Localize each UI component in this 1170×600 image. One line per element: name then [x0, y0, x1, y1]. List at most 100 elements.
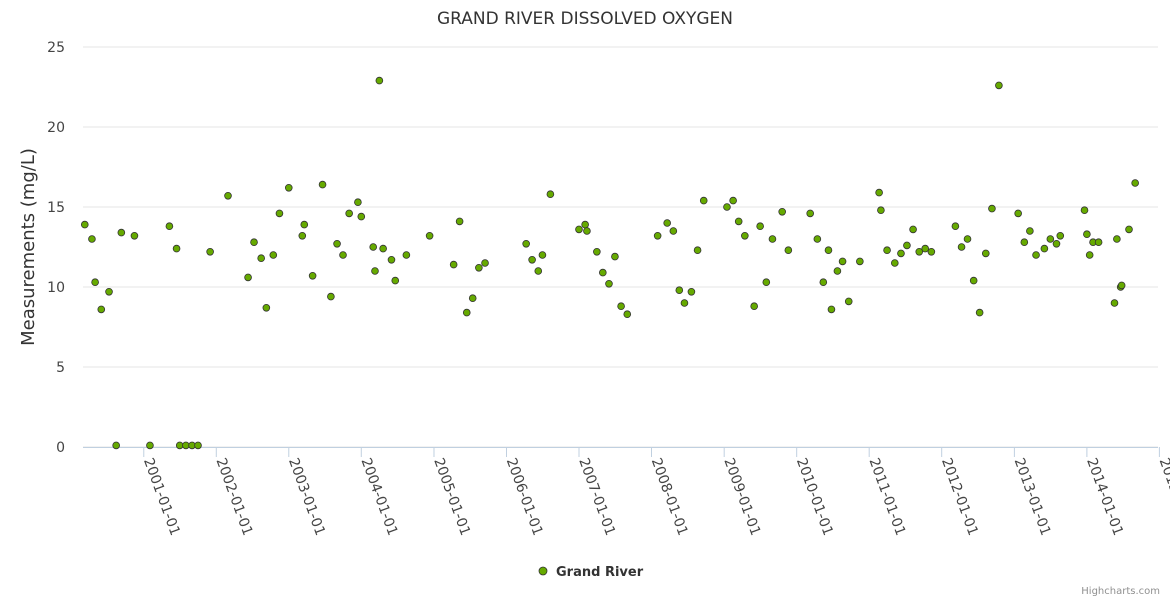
- data-point[interactable]: [1056, 232, 1065, 240]
- data-point[interactable]: [723, 203, 731, 211]
- data-point[interactable]: [699, 196, 708, 205]
- data-point[interactable]: [750, 302, 758, 311]
- data-point[interactable]: [91, 278, 99, 287]
- data-point[interactable]: [833, 267, 842, 275]
- data-point[interactable]: [165, 222, 174, 231]
- data-point[interactable]: [546, 190, 555, 199]
- data-point[interactable]: [1131, 179, 1139, 187]
- data-point[interactable]: [1080, 206, 1089, 215]
- data-point[interactable]: [1046, 235, 1055, 243]
- data-point[interactable]: [369, 243, 378, 251]
- data-point[interactable]: [462, 308, 471, 317]
- data-point[interactable]: [778, 208, 786, 216]
- data-point[interactable]: [449, 260, 458, 269]
- credits-link[interactable]: Highcharts.com: [1081, 586, 1160, 597]
- data-point[interactable]: [741, 232, 749, 240]
- data-point[interactable]: [308, 271, 317, 280]
- data-point[interactable]: [1113, 235, 1121, 243]
- data-point[interactable]: [284, 184, 293, 192]
- data-point[interactable]: [663, 219, 671, 227]
- data-point[interactable]: [1032, 251, 1040, 259]
- data-point[interactable]: [963, 235, 972, 243]
- data-point[interactable]: [675, 286, 684, 295]
- data-point[interactable]: [927, 248, 936, 256]
- data-point[interactable]: [975, 308, 984, 317]
- data-point[interactable]: [605, 279, 613, 288]
- data-point[interactable]: [88, 235, 96, 243]
- data-point[interactable]: [1117, 281, 1126, 290]
- data-point[interactable]: [475, 263, 483, 272]
- data-point[interactable]: [734, 217, 743, 226]
- data-point[interactable]: [1052, 240, 1061, 248]
- data-point[interactable]: [117, 228, 126, 237]
- data-point[interactable]: [995, 81, 1003, 90]
- data-point[interactable]: [1085, 251, 1094, 259]
- data-point[interactable]: [856, 257, 864, 266]
- data-point[interactable]: [402, 251, 411, 259]
- data-point[interactable]: [693, 246, 702, 255]
- data-point[interactable]: [583, 227, 591, 235]
- data-point[interactable]: [528, 255, 536, 264]
- data-point[interactable]: [130, 232, 139, 240]
- data-point[interactable]: [838, 257, 847, 266]
- data-point[interactable]: [883, 246, 891, 255]
- data-point[interactable]: [224, 192, 232, 200]
- data-point[interactable]: [387, 255, 396, 264]
- data-point[interactable]: [146, 441, 154, 450]
- data-point[interactable]: [969, 276, 978, 285]
- data-point[interactable]: [756, 222, 764, 231]
- data-point[interactable]: [784, 246, 793, 255]
- data-point[interactable]: [813, 235, 822, 243]
- data-point[interactable]: [298, 232, 307, 240]
- data-point[interactable]: [1110, 299, 1119, 307]
- data-point[interactable]: [244, 273, 252, 282]
- data-point[interactable]: [897, 249, 905, 258]
- data-point[interactable]: [915, 248, 924, 256]
- data-point[interactable]: [762, 278, 771, 287]
- data-point[interactable]: [327, 292, 335, 301]
- data-point[interactable]: [112, 441, 120, 450]
- data-point[interactable]: [522, 240, 530, 248]
- data-point[interactable]: [1020, 238, 1029, 247]
- data-point[interactable]: [105, 287, 113, 296]
- data-point[interactable]: [611, 252, 619, 261]
- legend[interactable]: Grand River: [538, 565, 644, 580]
- data-point[interactable]: [593, 248, 601, 256]
- data-point[interactable]: [345, 209, 353, 218]
- data-point[interactable]: [262, 303, 271, 312]
- data-point[interactable]: [1094, 238, 1103, 247]
- data-point[interactable]: [538, 251, 547, 259]
- data-point[interactable]: [97, 305, 106, 314]
- data-point[interactable]: [844, 297, 853, 306]
- data-point[interactable]: [534, 267, 543, 275]
- data-point[interactable]: [623, 310, 632, 319]
- data-point[interactable]: [951, 222, 960, 231]
- data-point[interactable]: [339, 251, 347, 259]
- data-point[interactable]: [729, 196, 737, 205]
- data-point[interactable]: [1040, 244, 1049, 253]
- data-point[interactable]: [819, 278, 828, 287]
- data-point[interactable]: [581, 220, 589, 229]
- data-point[interactable]: [275, 209, 284, 218]
- data-point[interactable]: [194, 441, 202, 450]
- data-point[interactable]: [269, 251, 278, 259]
- data-point[interactable]: [371, 267, 379, 275]
- data-point[interactable]: [903, 241, 911, 250]
- data-point[interactable]: [172, 244, 181, 253]
- data-point[interactable]: [768, 235, 777, 243]
- data-point[interactable]: [617, 302, 625, 311]
- data-point[interactable]: [379, 244, 387, 253]
- data-point[interactable]: [1026, 227, 1034, 235]
- data-point[interactable]: [80, 220, 89, 229]
- data-point[interactable]: [206, 248, 214, 256]
- data-point[interactable]: [333, 240, 341, 248]
- data-point[interactable]: [481, 259, 489, 267]
- data-point[interactable]: [391, 276, 400, 285]
- data-point[interactable]: [827, 305, 836, 314]
- data-point[interactable]: [680, 299, 689, 307]
- data-point[interactable]: [1083, 230, 1091, 239]
- data-point[interactable]: [455, 217, 464, 226]
- data-point[interactable]: [957, 243, 966, 251]
- data-point[interactable]: [468, 294, 477, 303]
- data-point[interactable]: [875, 188, 883, 197]
